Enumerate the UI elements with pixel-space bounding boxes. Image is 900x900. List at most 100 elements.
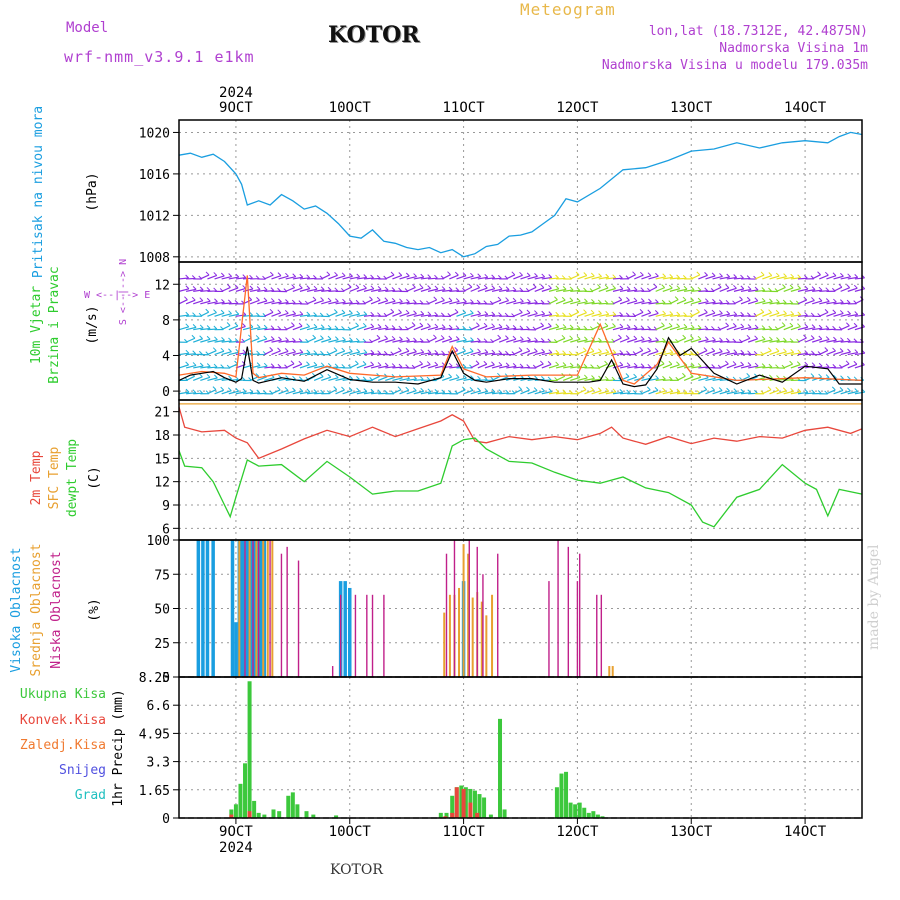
wind-arrow-head	[575, 308, 580, 313]
wind-arrow	[491, 337, 501, 343]
wind-arrow	[257, 338, 267, 343]
wind-arrow	[769, 301, 780, 305]
wind-arrow-head	[185, 311, 190, 316]
wind-arrow-head	[455, 336, 460, 340]
wind-arrow-head	[839, 310, 844, 314]
wind-arrow	[207, 389, 217, 395]
wind-arrow	[662, 325, 673, 331]
wind-arrow	[193, 365, 204, 369]
wind-arrow	[435, 327, 446, 331]
wind-arrow	[577, 350, 587, 356]
wind-arrow	[506, 365, 517, 369]
wind-arrow-head	[313, 389, 318, 393]
wind-arrow-head	[426, 376, 431, 381]
wind-arrow-head	[285, 337, 289, 341]
wind-arrow	[499, 289, 510, 292]
wind-arrow-head	[683, 312, 687, 316]
cloud-unit-label: (%)	[87, 598, 102, 621]
wind-arrow-head	[277, 363, 282, 368]
wind-arrow	[854, 314, 865, 317]
wind-arrow	[442, 338, 452, 343]
wind-arrow-head	[462, 309, 467, 314]
wind-arrow	[399, 339, 410, 343]
wind-arrow	[854, 326, 865, 331]
wind-arrow-head	[569, 335, 573, 340]
wind-arrow-head	[825, 363, 830, 368]
wind-arrow	[854, 288, 865, 292]
wind-arrow-head	[847, 387, 851, 392]
year-label-bottom: 2024	[219, 840, 253, 856]
wind-arrow	[420, 352, 431, 356]
wind-arrow	[463, 301, 474, 305]
wind-arrow	[321, 338, 332, 343]
wind-arrow	[363, 314, 374, 317]
wind-arrow	[840, 340, 851, 343]
wind-arrow	[385, 376, 396, 381]
wind-arrow	[847, 276, 858, 280]
total-precip-bar	[554, 787, 559, 818]
wind-arrow-head	[270, 363, 275, 368]
wind-arrow	[627, 338, 637, 343]
wind-arrow	[748, 289, 759, 292]
wind-arrow-head	[782, 387, 787, 392]
wind-arrow-head	[362, 361, 367, 365]
wind-arrow-head	[810, 373, 815, 377]
wind-arrow-head	[269, 308, 274, 313]
wind-arrow-head	[654, 348, 659, 352]
dewpoint-axis-label: dewpt Temp	[65, 439, 80, 517]
wind-arrow-head	[192, 285, 197, 290]
wind-arrow-head	[299, 273, 304, 278]
wind-arrow	[413, 313, 424, 317]
wind-arrow-head	[725, 284, 730, 289]
wind-arrow-head	[833, 298, 837, 303]
wind-arrow-head	[648, 336, 652, 341]
wind-arrow-head	[740, 285, 745, 290]
wind-arrow-head	[199, 297, 204, 302]
wind-arrow-head	[518, 347, 523, 351]
total-precip-bar	[477, 794, 482, 818]
wind-arrow-head	[711, 309, 716, 314]
wind-arrow	[292, 351, 303, 356]
wind-arrow-head	[384, 286, 389, 291]
wind-arrow	[804, 327, 816, 331]
wind-arrow	[378, 289, 389, 292]
wind-arrow	[377, 376, 388, 381]
wind-arrow	[769, 275, 780, 280]
wind-arrow	[662, 313, 673, 317]
wind-arrow	[285, 363, 295, 369]
wind-arrow	[847, 325, 858, 331]
total-precip-bar	[286, 795, 291, 818]
wind-arrow-head	[604, 376, 609, 380]
wind-arrow	[570, 300, 581, 305]
total-precip-bar	[334, 815, 339, 818]
wind-arrow	[641, 350, 651, 356]
high-cloud-bar	[211, 540, 215, 677]
wind-arrow	[264, 366, 275, 369]
wind-arrow-head	[313, 274, 317, 279]
wind-arrow-head	[697, 325, 702, 329]
wind-arrow-head	[776, 337, 780, 341]
wind-arrow-head	[256, 312, 260, 317]
wind-arrow-head	[582, 386, 587, 391]
wind-arrow	[598, 351, 609, 356]
wind-arrow-head	[832, 347, 836, 352]
wind-arrow-head	[818, 286, 823, 291]
wind-arrow	[264, 328, 275, 331]
wind-arrow	[748, 327, 759, 331]
wind-arrow	[207, 366, 218, 369]
wind-arrow-head	[561, 275, 566, 279]
wind-arrow-head	[548, 284, 552, 289]
wind-arrow	[655, 390, 666, 395]
wind-arrow-head	[527, 298, 531, 303]
wind-arrow-head	[853, 360, 858, 365]
wind-arrow	[292, 325, 303, 331]
wind-arrow	[477, 287, 488, 292]
wind-arrow-head	[797, 285, 801, 289]
wind-arrow-head	[221, 337, 225, 341]
wind-arrow-head	[541, 273, 546, 278]
wind-arrow	[484, 277, 495, 280]
wind-arrow	[548, 326, 559, 331]
wind-arrow	[669, 299, 679, 305]
wind-compass-ew: W <--|--> E	[84, 290, 150, 301]
high-cloud-bar	[252, 540, 256, 677]
